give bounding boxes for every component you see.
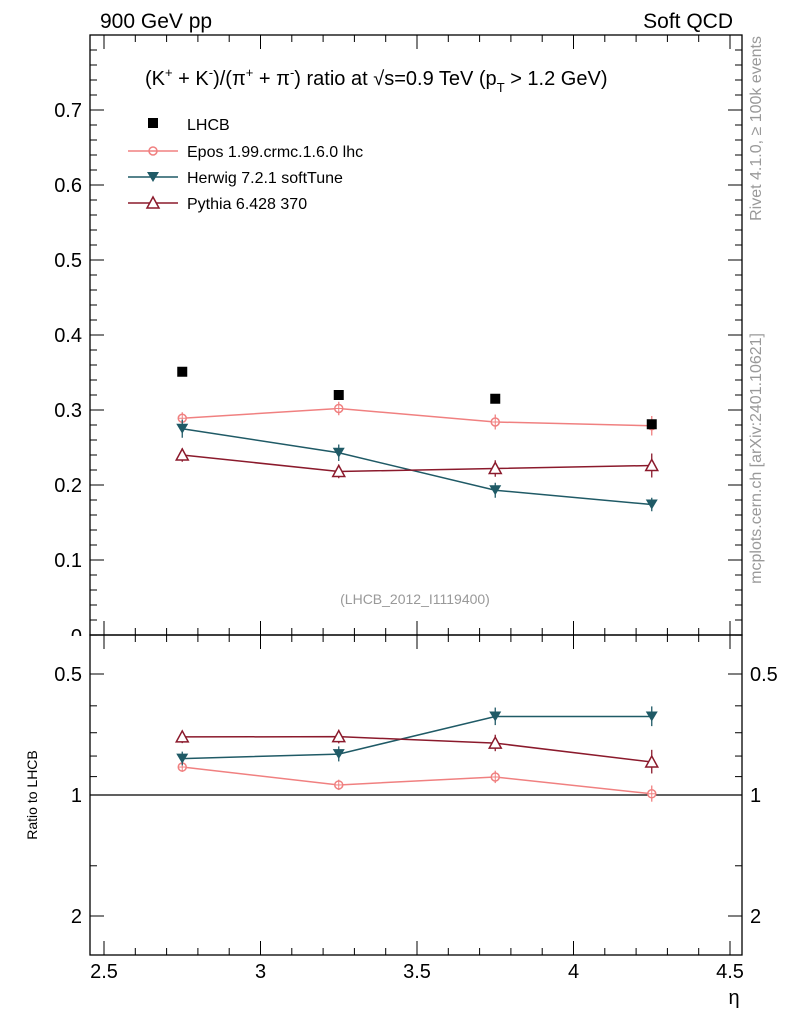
y-tick-label: 0.5 bbox=[54, 250, 82, 272]
point-herwig bbox=[489, 485, 502, 496]
legend-marker-epos bbox=[148, 146, 158, 156]
y-tick-label-zero: 0 bbox=[71, 626, 82, 648]
ratio-point-herwig bbox=[332, 749, 345, 760]
y-tick-label: 0.4 bbox=[54, 325, 82, 347]
ratio-ylabel: Ratio to LHCB bbox=[24, 750, 40, 839]
point-lhcb bbox=[177, 366, 188, 377]
ratio-panel-marks bbox=[174, 706, 660, 802]
ratio-point-herwig bbox=[645, 711, 658, 722]
x-tick-label: 2.5 bbox=[90, 961, 118, 983]
ratio-tick-label: 1 bbox=[71, 785, 82, 807]
analysis-tag: (LHCB_2012_I1119400) bbox=[340, 591, 490, 607]
point-pythia bbox=[174, 447, 190, 461]
y-tick-label: 0.7 bbox=[54, 100, 82, 122]
legend-label-pythia: Pythia 6.428 370 bbox=[187, 196, 307, 213]
legend-marker-lhcb bbox=[148, 118, 158, 128]
ratio-point-pythia bbox=[487, 735, 503, 749]
point-pythia bbox=[644, 457, 660, 472]
ratio-tick-label-right: 1 bbox=[750, 785, 761, 807]
ratio-tick-label-right: 0.5 bbox=[750, 664, 778, 686]
x-tick-label: 4.5 bbox=[716, 961, 744, 983]
ratio-tick-label: 2 bbox=[71, 906, 82, 928]
series-line-herwig bbox=[182, 428, 652, 506]
ratio-point-pythia bbox=[174, 729, 190, 743]
point-herwig bbox=[645, 499, 658, 510]
ratio-line-epos bbox=[182, 766, 652, 795]
ratio-line-herwig bbox=[182, 715, 652, 760]
y-tick-label: 0.6 bbox=[54, 175, 82, 197]
main-panel-marks bbox=[174, 366, 660, 512]
ratio-point-pythia bbox=[331, 729, 347, 743]
y-tick-label: 0.3 bbox=[54, 400, 82, 422]
x-tick-label: 3.5 bbox=[403, 961, 431, 983]
legend-marker-herwig bbox=[147, 172, 159, 182]
point-pythia bbox=[487, 460, 503, 475]
header-right: Soft QCD bbox=[643, 10, 733, 33]
point-herwig bbox=[332, 447, 345, 458]
axes: 2.5 3 3.5 4 4.5 0.1 0.2 0.3 0.4 0.5 0.6 0.7 0 0.5 0.5 1… bbox=[54, 34, 778, 983]
rivet-label: Rivet 4.1.0, ≥ 100k events bbox=[748, 36, 765, 221]
point-lhcb bbox=[333, 390, 344, 400]
header-left: 900 GeV pp bbox=[100, 10, 212, 33]
ratio-line-pythia bbox=[182, 735, 652, 763]
mcplots-label: mcplots.cern.ch [arXiv:2401.10621] bbox=[748, 333, 765, 584]
series-line-pythia bbox=[182, 454, 652, 473]
ratio-tick-label: 0.5 bbox=[54, 664, 82, 686]
legend-marker-pythia bbox=[145, 195, 161, 209]
point-lhcb bbox=[646, 419, 657, 430]
point-lhcb bbox=[490, 393, 501, 404]
point-herwig bbox=[176, 423, 189, 434]
point-pythia bbox=[331, 463, 347, 478]
ratio-tick-label-right: 2 bbox=[750, 906, 761, 928]
chart-title: (K+ + K-)/(π+ + π-) ratio at √s=0.9 TeV … bbox=[145, 65, 607, 95]
series-line-epos bbox=[182, 407, 652, 427]
legend-label-epos: Epos 1.99.crmc.1.6.0 lhc bbox=[187, 144, 363, 161]
y-tick-label: 0.2 bbox=[54, 475, 82, 497]
x-tick-label: 4 bbox=[568, 961, 579, 983]
y-tick-label: 0.1 bbox=[54, 550, 82, 572]
ratio-point-herwig bbox=[489, 711, 502, 722]
x-tick-label: 3 bbox=[255, 961, 266, 983]
ratio-point-herwig bbox=[176, 753, 189, 764]
ratio-point-pythia bbox=[644, 754, 660, 768]
legend: LHCB Epos 1.99.crmc.1.6.0 lhc Herwig 7.2… bbox=[128, 117, 363, 213]
legend-label-herwig: Herwig 7.2.1 softTune bbox=[187, 170, 343, 187]
x-axis-label: η bbox=[728, 987, 739, 1009]
legend-label-lhcb: LHCB bbox=[187, 117, 230, 134]
